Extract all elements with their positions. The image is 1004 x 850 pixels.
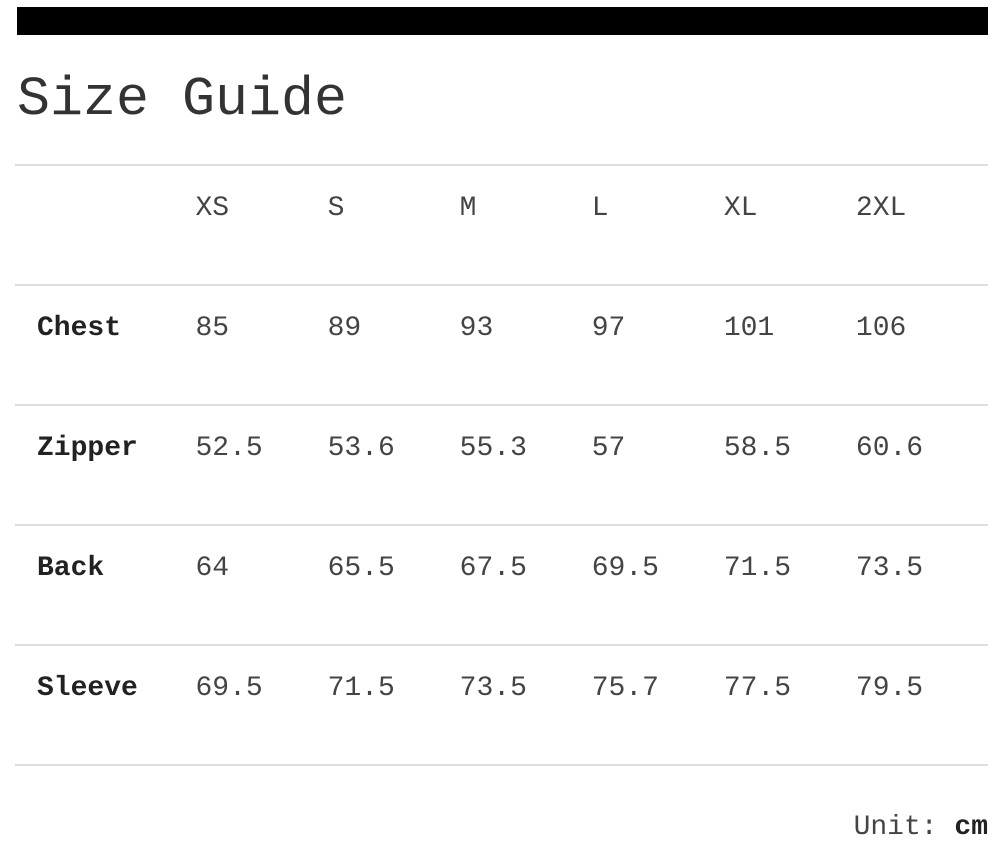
table-row: Sleeve 69.5 71.5 73.5 75.7 77.5 79.5 bbox=[15, 644, 988, 766]
unit-label: Unit: bbox=[853, 812, 938, 843]
row-label: Sleeve bbox=[15, 644, 196, 766]
top-banner-bar bbox=[17, 7, 988, 35]
table-cell: 60.6 bbox=[855, 404, 988, 525]
row-label: Back bbox=[15, 524, 196, 645]
unit-value: cm bbox=[954, 812, 988, 843]
row-label: Zipper bbox=[15, 404, 196, 525]
table-cell: 64 bbox=[195, 524, 328, 645]
header-size: S bbox=[327, 164, 460, 285]
row-label: Chest bbox=[15, 284, 196, 405]
table-cell: 71.5 bbox=[327, 644, 460, 766]
table-cell: 58.5 bbox=[723, 404, 856, 525]
table-cell: 65.5 bbox=[327, 524, 460, 645]
table-cell: 79.5 bbox=[855, 644, 988, 766]
header-size: 2XL bbox=[855, 164, 988, 285]
table-row: Zipper 52.5 53.6 55.3 57 58.5 60.6 bbox=[15, 404, 988, 525]
table-cell: 101 bbox=[723, 284, 856, 405]
table-cell: 77.5 bbox=[723, 644, 856, 766]
size-table: XS S M L XL 2XL Chest 85 89 93 97 101 10… bbox=[15, 164, 988, 766]
header-size: L bbox=[591, 164, 724, 285]
table-cell: 55.3 bbox=[459, 404, 592, 525]
table-cell: 53.6 bbox=[327, 404, 460, 525]
table-cell: 69.5 bbox=[591, 524, 724, 645]
header-size: XS bbox=[195, 164, 328, 285]
table-cell: 71.5 bbox=[723, 524, 856, 645]
table-cell: 93 bbox=[459, 284, 592, 405]
table-row: Chest 85 89 93 97 101 106 bbox=[15, 284, 988, 405]
header-empty-cell bbox=[15, 164, 196, 285]
header-size: XL bbox=[723, 164, 856, 285]
table-cell: 73.5 bbox=[459, 644, 592, 766]
table-cell: 97 bbox=[591, 284, 724, 405]
table-row: Back 64 65.5 67.5 69.5 71.5 73.5 bbox=[15, 524, 988, 645]
table-cell: 85 bbox=[195, 284, 328, 405]
table-cell: 75.7 bbox=[591, 644, 724, 766]
table-cell: 69.5 bbox=[195, 644, 328, 766]
header-size: M bbox=[459, 164, 592, 285]
table-header-row: XS S M L XL 2XL bbox=[15, 164, 988, 285]
table-cell: 67.5 bbox=[459, 524, 592, 645]
table-cell: 106 bbox=[855, 284, 988, 405]
table-cell: 73.5 bbox=[855, 524, 988, 645]
unit-note: Unit: cm bbox=[854, 812, 988, 844]
table-cell: 52.5 bbox=[195, 404, 328, 525]
table-cell: 57 bbox=[591, 404, 724, 525]
page-title: Size Guide bbox=[17, 68, 348, 131]
table-cell: 89 bbox=[327, 284, 460, 405]
